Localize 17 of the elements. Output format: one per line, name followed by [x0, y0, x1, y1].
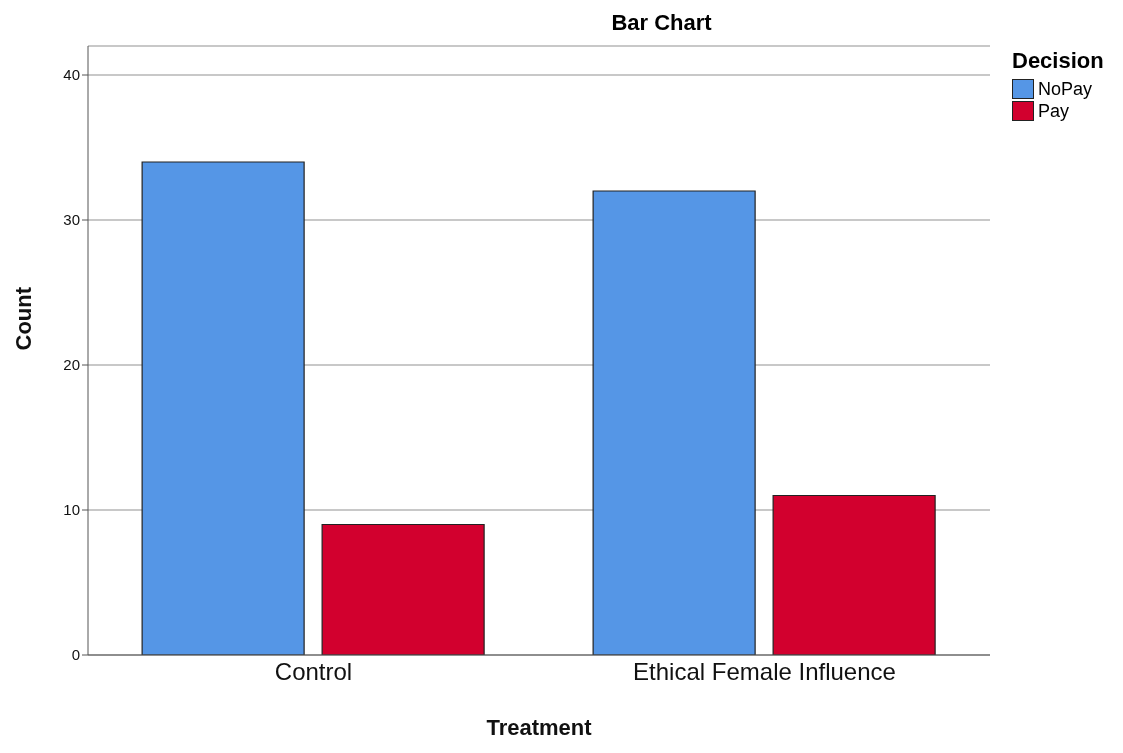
x-tick-label: Control	[274, 658, 353, 686]
legend-title: Decision	[1012, 48, 1105, 74]
bar	[141, 161, 305, 655]
x-tick-label: Ethical Female Influence	[633, 658, 896, 686]
x-axis-title: Treatment	[486, 715, 593, 740]
y-tick-label: 0	[71, 646, 80, 664]
legend-label: Pay	[1037, 100, 1071, 122]
bar	[772, 494, 936, 655]
bar	[321, 523, 485, 655]
chart-title: Bar Chart	[611, 10, 712, 35]
legend-label: NoPay	[1037, 78, 1094, 100]
y-tick-label: 40	[63, 66, 80, 84]
y-axis-title: Count	[10, 286, 36, 351]
bar	[592, 190, 756, 655]
y-tick-label: 20	[63, 356, 80, 374]
y-tick-label: 10	[63, 501, 80, 519]
y-tick-label: 30	[63, 211, 80, 229]
